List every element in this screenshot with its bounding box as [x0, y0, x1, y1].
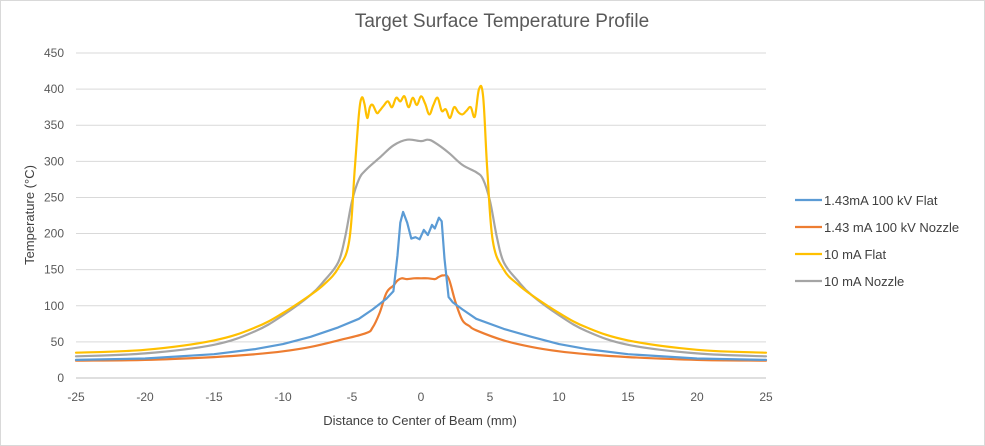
series-line-10-ma-flat [74, 84, 768, 354]
legend-label: 10 mA Nozzle [824, 274, 904, 289]
y-tick-label: 150 [44, 263, 64, 277]
y-tick-label: 250 [44, 190, 64, 204]
x-tick-label: 0 [418, 390, 425, 404]
legend: 1.43mA 100 kV Flat 1.43 mA 100 kV Nozzle 1… [795, 193, 959, 289]
x-tick-label: 25 [759, 390, 773, 404]
y-tick-label: 100 [44, 299, 64, 313]
legend-item-1-43ma-100-kv-flat: 1.43mA 100 kV Flat [795, 193, 938, 208]
x-tick-label: -15 [205, 390, 223, 404]
x-axis-title: Distance to Center of Beam (mm) [323, 413, 517, 428]
legend-item-10-ma-nozzle: 10 mA Nozzle [795, 274, 904, 289]
legend-item-1-43-ma-100-kv-nozzle: 1.43 mA 100 kV Nozzle [795, 220, 959, 235]
y-tick-labels: 0 50 100 150 200 250 300 350 400 450 [44, 46, 64, 385]
y-tick-label: 450 [44, 46, 64, 60]
x-tick-label: 15 [621, 390, 635, 404]
x-tick-labels: -25 -20 -15 -10 -5 0 5 10 15 20 25 [67, 390, 773, 404]
chart-title: Target Surface Temperature Profile [355, 11, 649, 32]
y-tick-label: 0 [57, 371, 64, 385]
y-axis-title: Temperature (°C) [22, 165, 37, 265]
series-line-1-43ma-100-kv-flat [74, 210, 768, 361]
series-line-1-43-ma-100-kv-nozzle [74, 274, 768, 362]
x-tick-label: -5 [347, 390, 358, 404]
series-line-10-ma-nozzle [74, 138, 768, 358]
y-tick-label: 400 [44, 82, 64, 96]
legend-label: 1.43 mA 100 kV Nozzle [824, 220, 959, 235]
series-lines [74, 84, 768, 362]
x-tick-label: 10 [552, 390, 566, 404]
x-tick-label: 20 [690, 390, 704, 404]
y-tick-label: 200 [44, 227, 64, 241]
y-tick-label: 300 [44, 154, 64, 168]
legend-label: 1.43mA 100 kV Flat [824, 193, 938, 208]
x-tick-label: 5 [487, 390, 494, 404]
x-tick-label: -20 [136, 390, 154, 404]
x-tick-label: -25 [67, 390, 85, 404]
y-tick-label: 350 [44, 118, 64, 132]
x-tick-label: -10 [274, 390, 292, 404]
y-tick-label: 50 [51, 335, 65, 349]
legend-item-10-ma-flat: 10 mA Flat [795, 247, 887, 262]
gridlines [76, 52, 766, 379]
legend-label: 10 mA Flat [824, 247, 887, 262]
